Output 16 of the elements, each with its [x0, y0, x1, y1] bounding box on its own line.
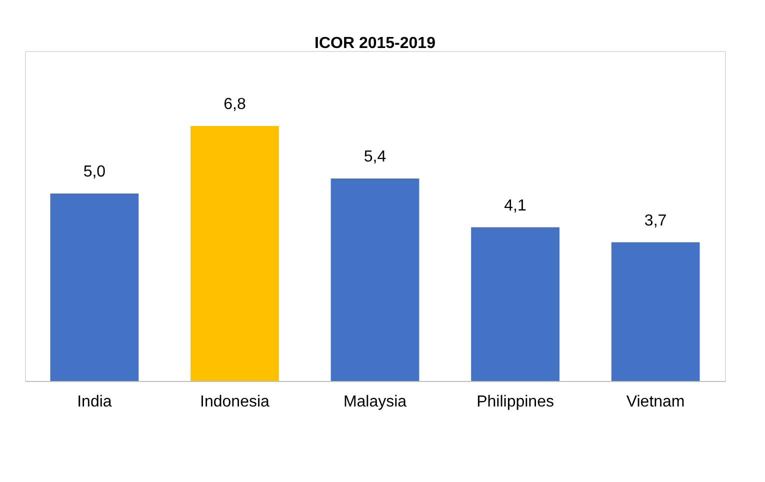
bar — [330, 178, 420, 381]
data-label: 3,7 — [644, 212, 667, 230]
bar — [611, 242, 700, 381]
data-label: 6,8 — [224, 96, 246, 113]
data-label: 5,4 — [364, 148, 386, 166]
bar — [190, 126, 279, 381]
x-tick-label: India — [77, 394, 112, 410]
x-tick-label: Malaysia — [343, 394, 407, 410]
data-label: 5,0 — [83, 164, 106, 180]
x-tick-label: Vietnam — [626, 394, 685, 410]
x-tick-label: Philippines — [476, 394, 554, 410]
bar — [50, 194, 139, 381]
data-label: 4,1 — [504, 197, 526, 214]
chart-title: ICOR 2015-2019 — [314, 35, 436, 52]
x-tick-label: Indonesia — [200, 394, 270, 410]
bar — [471, 227, 560, 381]
